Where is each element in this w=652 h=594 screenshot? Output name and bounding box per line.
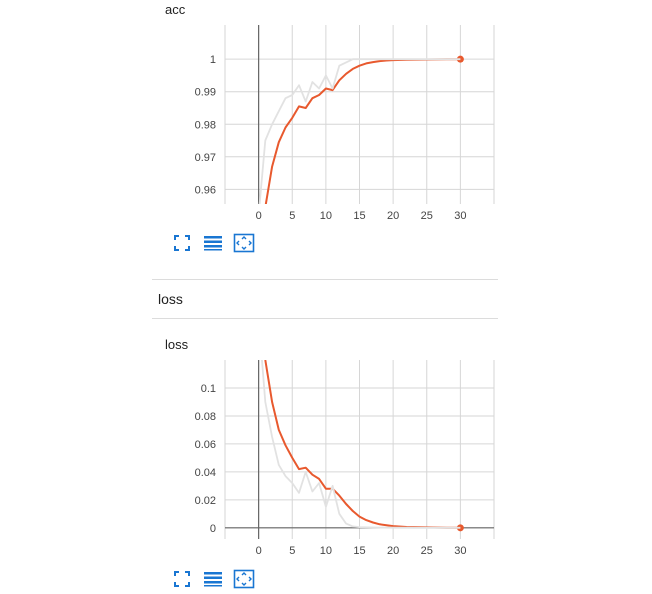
y-tick-label: 1	[210, 54, 216, 66]
raw-series-line	[261, 360, 461, 529]
x-tick-label: 25	[421, 545, 433, 557]
x-tick-label: 20	[387, 545, 399, 557]
loss-chart-toolbar	[172, 569, 262, 589]
x-tick-label: 0	[256, 210, 262, 222]
section-title: loss	[158, 291, 183, 307]
raw-series-line	[258, 58, 461, 204]
chart-title-acc: acc	[165, 2, 186, 17]
y-tick-label: 0.06	[195, 439, 216, 451]
section-header-loss[interactable]: loss	[152, 279, 498, 319]
acc-chart-toolbar	[172, 233, 262, 253]
y-tick-label: 0.97	[195, 152, 216, 164]
y-tick-label: 0.02	[195, 495, 216, 507]
fit-domain-icon[interactable]	[233, 233, 255, 253]
chart-title-loss: loss	[165, 337, 189, 352]
x-tick-label: 5	[289, 545, 295, 557]
y-tick-label: 0.04	[195, 467, 216, 479]
y-tick-label: 0.08	[195, 411, 216, 423]
data-list-icon[interactable]	[202, 569, 224, 589]
loss-chart[interactable]: 0 0.02 0.04 0.06 0.08 0.1 0 5 10 15 20 25 30	[152, 355, 502, 567]
x-tick-label: 15	[353, 210, 365, 222]
y-tick-label: 0.98	[195, 119, 216, 131]
x-tick-label: 25	[421, 210, 433, 222]
x-tick-label: 20	[387, 210, 399, 222]
fullscreen-icon[interactable]	[172, 569, 194, 589]
y-tick-label: 0	[210, 523, 216, 535]
x-tick-label: 30	[454, 210, 466, 222]
x-tick-label: 10	[320, 210, 332, 222]
fit-domain-icon[interactable]	[233, 569, 255, 589]
x-tick-label: 10	[320, 545, 332, 557]
data-list-icon[interactable]	[202, 233, 224, 253]
x-tick-label: 0	[256, 545, 262, 557]
fullscreen-icon[interactable]	[172, 233, 194, 253]
x-tick-label: 30	[454, 545, 466, 557]
x-tick-label: 15	[353, 545, 365, 557]
y-tick-label: 0.96	[195, 184, 216, 196]
x-tick-label: 5	[289, 210, 295, 222]
y-tick-label: 0.1	[201, 383, 216, 395]
smoothed-series-line	[264, 360, 461, 529]
y-tick-label: 0.99	[195, 87, 216, 99]
